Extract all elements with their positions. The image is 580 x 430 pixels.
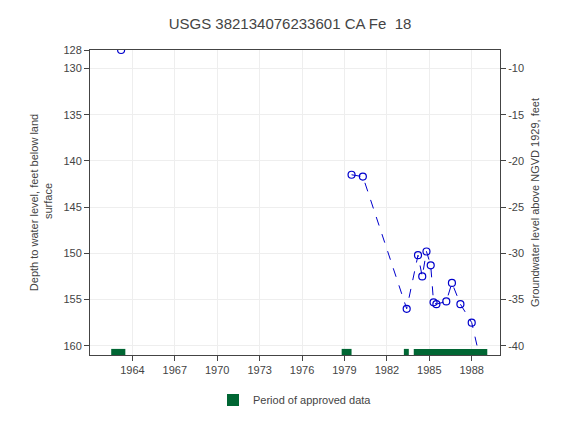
svg-text:1976: 1976 (290, 364, 314, 376)
svg-text:135: 135 (63, 109, 81, 121)
svg-text:-10: -10 (508, 62, 524, 74)
svg-text:-35: -35 (508, 293, 524, 305)
svg-text:1982: 1982 (375, 364, 399, 376)
svg-text:160: 160 (63, 340, 81, 352)
svg-text:155: 155 (63, 293, 81, 305)
svg-text:USGS 382134076233601 CA Fe 18: USGS 382134076233601 CA Fe 18 (169, 15, 412, 32)
svg-text:128: 128 (63, 44, 81, 56)
svg-text:-25: -25 (508, 201, 524, 213)
svg-text:1988: 1988 (459, 364, 483, 376)
svg-text:1979: 1979 (332, 364, 356, 376)
svg-text:Period of approved data: Period of approved data (253, 394, 371, 406)
svg-text:1985: 1985 (417, 364, 441, 376)
svg-text:-40: -40 (508, 340, 524, 352)
svg-text:130: 130 (63, 62, 81, 74)
svg-text:-20: -20 (508, 155, 524, 167)
svg-text:1970: 1970 (205, 364, 229, 376)
svg-text:1964: 1964 (120, 364, 144, 376)
svg-text:Groundwater level above NGVD 1: Groundwater level above NGVD 1929, feet (529, 98, 541, 307)
svg-text:140: 140 (63, 155, 81, 167)
svg-text:-30: -30 (508, 247, 524, 259)
svg-text:-15: -15 (508, 109, 524, 121)
svg-text:145: 145 (63, 201, 81, 213)
svg-text:Depth to water level, feet bel: Depth to water level, feet below land su… (28, 114, 54, 291)
svg-text:1967: 1967 (163, 364, 187, 376)
svg-text:150: 150 (63, 247, 81, 259)
svg-text:1973: 1973 (247, 364, 271, 376)
